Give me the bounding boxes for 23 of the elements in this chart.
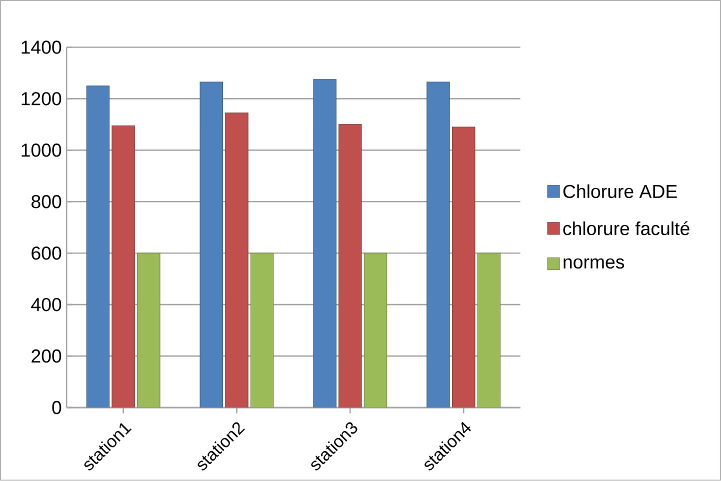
bar — [477, 252, 501, 408]
bar — [313, 79, 336, 408]
bar — [200, 82, 223, 408]
bar — [112, 126, 135, 408]
legend-label: chlorure faculté — [563, 221, 690, 236]
y-tick-label: 200 — [32, 350, 62, 363]
y-tick-label: 1400 — [22, 40, 62, 54]
bar — [426, 82, 450, 408]
y-tick-label: 800 — [32, 195, 62, 208]
y-tick-label: 1200 — [22, 92, 62, 106]
bar — [225, 112, 248, 408]
legend-label: Chlorure ADE — [563, 184, 677, 198]
y-tick-label: 600 — [32, 246, 62, 260]
bar — [338, 124, 362, 408]
bar — [364, 252, 388, 408]
legend-label: normes — [564, 258, 624, 269]
bar — [250, 252, 274, 408]
y-tick-label: 400 — [31, 298, 62, 312]
bar — [137, 252, 160, 408]
bar — [86, 86, 110, 408]
y-tick-label: 0 — [52, 401, 62, 414]
bar — [452, 126, 476, 408]
y-tick-label: 1000 — [22, 144, 62, 157]
